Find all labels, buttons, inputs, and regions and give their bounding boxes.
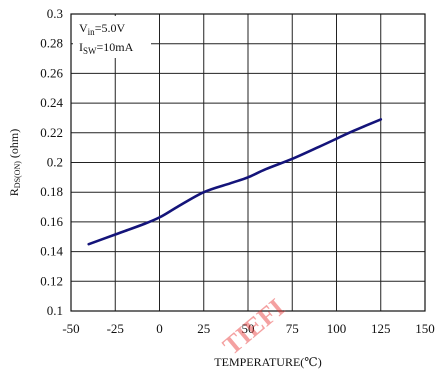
y-tick-label: 0.3 [47,6,63,21]
x-tick-label: 50 [242,321,255,336]
x-tick-label: 100 [327,321,347,336]
x-axis-label: TEMPERATURE(℃) [214,355,321,369]
y-axis-label: RDS(ON) (ohm) [7,129,22,196]
x-tick-label: 75 [286,321,299,336]
x-tick-label: 125 [371,321,391,336]
y-tick-label: 0.18 [40,184,63,199]
x-tick-label: 25 [197,321,210,336]
series-line-rdson [87,118,383,246]
y-tick-label: 0.24 [40,95,63,110]
plot-frame [70,13,426,312]
y-tick-label: 0.14 [40,244,63,259]
y-tick-label: 0.12 [40,273,63,288]
y-tick-label: 0.1 [47,303,63,318]
x-tick-label: 150 [415,321,435,336]
grid-lines [70,13,426,312]
y-tick-label: 0.22 [40,125,63,140]
condition-vin: Vin=5.0V [79,21,125,37]
x-tick-label: -25 [107,321,124,336]
watermark: TIEFI [217,293,290,361]
y-tick-label: 0.2 [47,155,63,170]
x-tick-label: -50 [62,321,79,336]
y-tick-label: 0.28 [40,36,63,51]
y-tick-label: 0.16 [40,214,63,229]
y-tick-label: 0.26 [40,65,63,80]
condition-isw: ISW=10mA [79,40,134,56]
x-tick-label: 0 [156,321,163,336]
x-tick-labels: -50 -25 0 25 50 75 100 125 150 [62,321,434,336]
y-tick-labels: 0.1 0.12 0.14 0.16 0.18 0.2 0.22 0.24 0.26 0.28 0.… [40,6,63,318]
conditions-box [73,16,151,58]
